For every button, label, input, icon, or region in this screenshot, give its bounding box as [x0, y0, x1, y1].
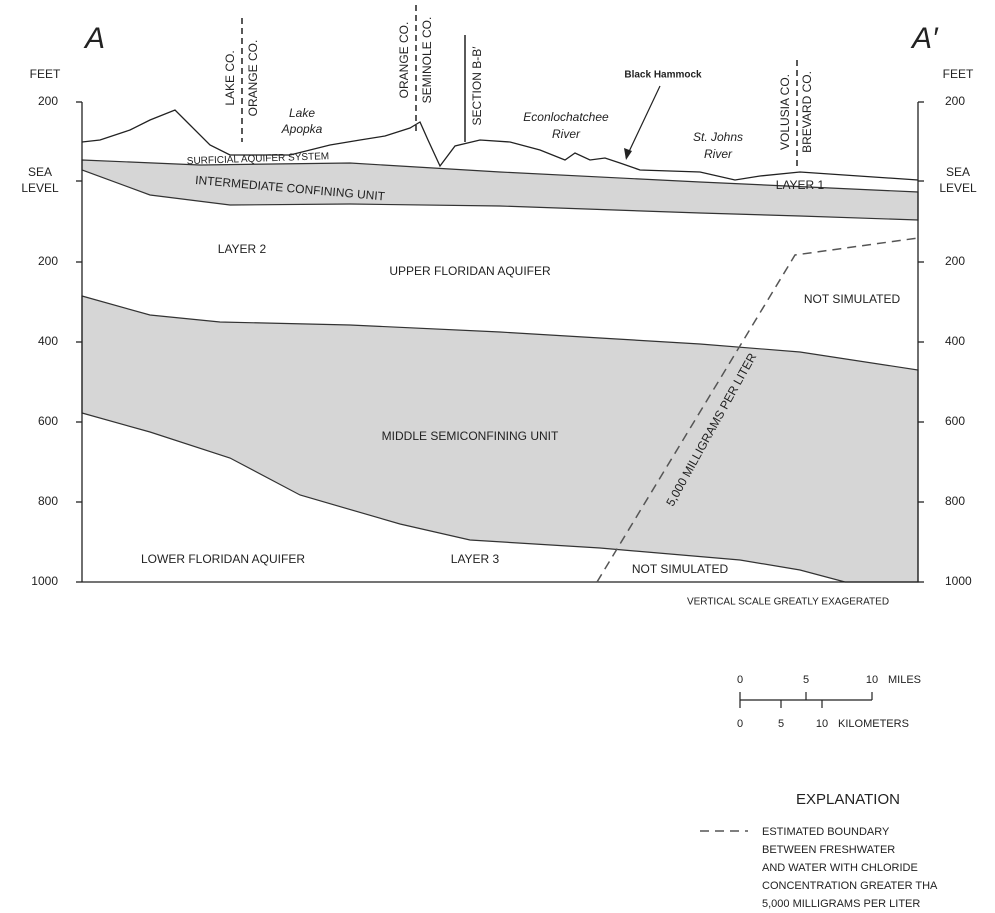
scale-bar — [740, 692, 872, 708]
county-label: LAKE CO. — [223, 50, 237, 105]
tick-label: 200 — [945, 254, 965, 268]
legend-text: ESTIMATED BOUNDARY — [762, 826, 890, 838]
unit-name: NOT SIMULATED — [804, 292, 901, 306]
unit-name: LAYER 1 — [776, 178, 825, 192]
arrow-head — [624, 148, 632, 160]
tick-label: 200 — [38, 94, 58, 108]
legend-text: 5,000 MILLIGRAMS PER LITER — [762, 898, 920, 910]
feature-label: Black Hammock — [624, 70, 702, 81]
scale-label: 10 — [866, 674, 878, 686]
tick-label: 600 — [945, 414, 965, 428]
unit-label: FEET — [943, 67, 974, 81]
county-label: ORANGE CO. — [397, 22, 411, 99]
cross-section: A A′ FEET FEET 200 SEA LEVEL 200 400 600… — [0, 0, 995, 913]
feature-label: River — [704, 147, 733, 161]
unit-label: FEET — [30, 67, 61, 81]
tick-label: 200 — [38, 254, 58, 268]
scale-unit: KILOMETERS — [838, 718, 909, 730]
scale-label: 5 — [778, 718, 784, 730]
feature-label: Lake — [289, 106, 315, 120]
county-label: BREVARD CO. — [800, 71, 814, 153]
tick-label: 1000 — [945, 574, 972, 588]
section-label: SECTION B-B′ — [470, 46, 484, 126]
unit-name: UPPER FLORIDAN AQUIFER — [389, 264, 551, 278]
legend-title: EXPLANATION — [796, 791, 900, 808]
feature-label: River — [552, 127, 581, 141]
legend-text: CONCENTRATION GREATER THA — [762, 880, 938, 892]
scale-label: 0 — [737, 718, 743, 730]
scale-unit: MILES — [888, 674, 921, 686]
unit-name: LOWER FLORIDAN AQUIFER — [141, 552, 305, 566]
tick-label: LEVEL — [939, 181, 977, 195]
tick-label: 800 — [38, 494, 58, 508]
scale-label: 5 — [803, 674, 809, 686]
unit-name: LAYER 2 — [218, 242, 267, 256]
legend-text: BETWEEN FRESHWATER — [762, 844, 895, 856]
legend-text: AND WATER WITH CHLORIDE — [762, 862, 918, 874]
tick-label: 1000 — [31, 574, 58, 588]
tick-label: 800 — [945, 494, 965, 508]
tick-label: 200 — [945, 94, 965, 108]
scale-label: 0 — [737, 674, 743, 686]
section-start: A — [83, 22, 105, 55]
tick-label: 400 — [38, 334, 58, 348]
scale-note: VERTICAL SCALE GREATLY EXAGERATED — [687, 597, 889, 608]
county-label: VOLUSIA CO. — [778, 74, 792, 150]
unit-name: LAYER 3 — [451, 552, 500, 566]
tick-label: 400 — [945, 334, 965, 348]
unit-name: NOT SIMULATED — [632, 562, 729, 576]
unit-name: MIDDLE SEMICONFINING UNIT — [382, 429, 559, 443]
feature-label: St. Johns — [693, 130, 743, 144]
tick-label: SEA — [28, 165, 52, 179]
pointer — [626, 86, 660, 158]
scale-label: 10 — [816, 718, 828, 730]
section-end: A′ — [910, 22, 939, 55]
feature-label: Apopka — [281, 122, 323, 136]
county-label: SEMINOLE CO. — [420, 17, 434, 104]
tick-label: SEA — [946, 165, 970, 179]
feature-label: Econlochatchee — [523, 110, 609, 124]
tick-label: LEVEL — [21, 181, 59, 195]
county-label: ORANGE CO. — [246, 40, 260, 117]
tick-label: 600 — [38, 414, 58, 428]
